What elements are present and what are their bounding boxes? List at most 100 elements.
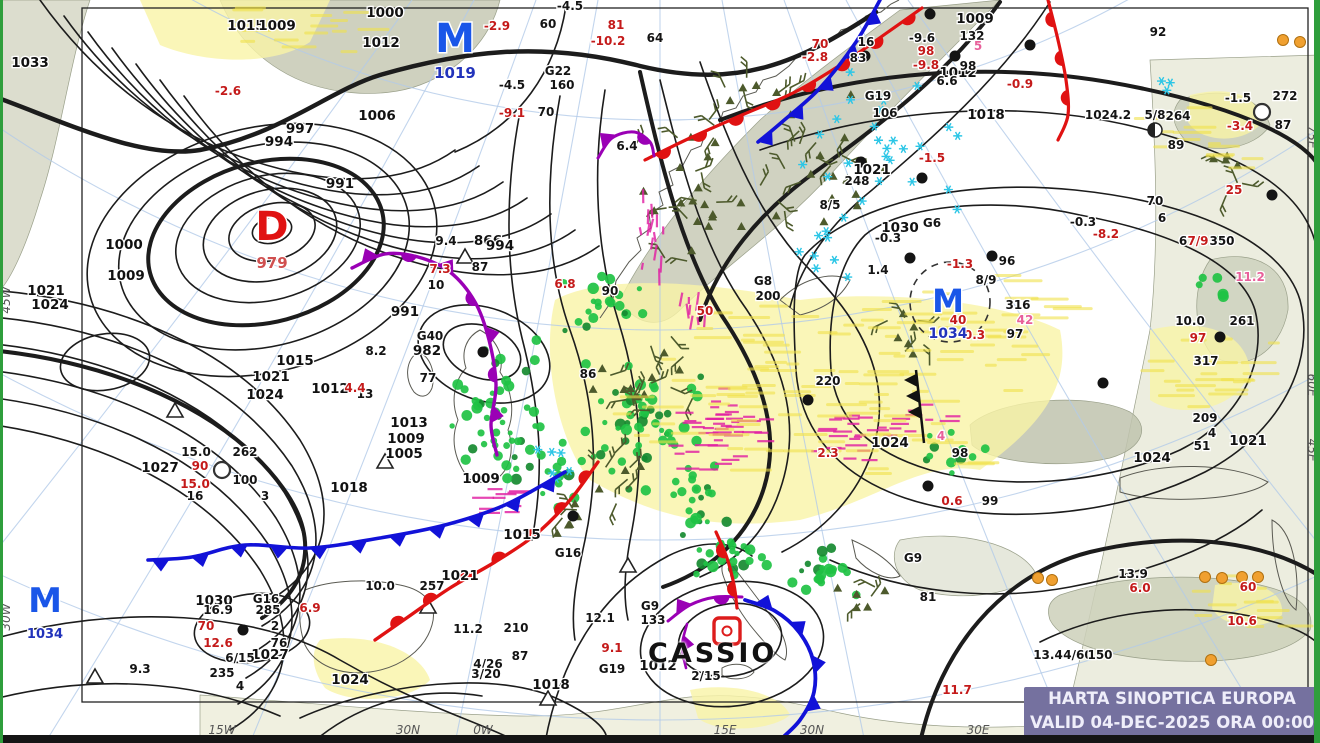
graticule-parallel [0, 127, 1320, 331]
dashed-ring [909, 261, 991, 343]
station-cluster-gr [449, 335, 546, 485]
map-label: G22 [545, 64, 572, 78]
map-label: G9 [641, 599, 659, 613]
graticule-parallel [0, 372, 1320, 541]
label-layer: 1033101510091000101210069979949919911000… [10, 0, 1299, 707]
map-label: G9 [904, 551, 922, 565]
pressure-center-high: M 1034 [927, 281, 969, 344]
map-label: 1012 [939, 65, 977, 81]
map-label: 16 [858, 35, 875, 49]
map-label: 1030 [881, 220, 919, 236]
station-dot [1024, 39, 1036, 51]
station-cluster-ol [587, 433, 646, 526]
map-label: 220 [815, 374, 840, 388]
map-label: 1027 [251, 647, 289, 663]
coordinate-label: 60E [1305, 374, 1319, 397]
station-dot [924, 8, 936, 20]
coordinate-label: 30N [396, 723, 420, 737]
map-label: 10.0 [1175, 314, 1205, 328]
map-label: 10 [428, 278, 445, 292]
svg-text:1034: 1034 [929, 326, 968, 342]
map-label: 1012 [362, 35, 400, 51]
station-cluster-gr [1195, 272, 1229, 303]
map-label: 1018 [967, 107, 1005, 123]
graticule-meridian [783, 0, 1071, 743]
map-label: 13.4 [1033, 648, 1063, 662]
map-label: 90 [192, 459, 209, 473]
orange-dot-symbol [1199, 571, 1211, 583]
coordinate-label: 30E [967, 723, 990, 737]
map-label: -9.8 [913, 58, 939, 72]
map-label: -2.9 [484, 19, 510, 33]
map-label: -9.1 [499, 106, 525, 120]
station-cluster-gr [693, 516, 772, 580]
map-label: -1.3 [947, 257, 973, 271]
map-label: 6.6 [936, 74, 957, 88]
coordinate-label: 0W [473, 723, 494, 737]
map-label: 1018 [532, 677, 570, 693]
isobar-ring [417, 304, 551, 404]
station-dot [477, 346, 489, 358]
map-label: 262 [232, 445, 257, 459]
front-warm [1045, 0, 1071, 142]
map-label: 11.7 [942, 683, 972, 697]
map-label: 70 [198, 619, 215, 633]
map-label: 209 [1192, 411, 1217, 425]
map-label: 106 [872, 106, 897, 120]
station-cluster-yd [1133, 106, 1264, 170]
map-label: 1012 [639, 658, 677, 674]
isobar [0, 616, 521, 743]
map-label: 160 [549, 78, 574, 92]
coordinate-label: 45W [0, 285, 13, 313]
orange-dot-symbol [1216, 572, 1228, 584]
station-cluster-ol [833, 575, 890, 622]
orange-dot-symbol [1277, 34, 1289, 46]
map-label: G40 [417, 329, 444, 343]
station-dot [1097, 377, 1109, 389]
coordinate-label: 45E [1305, 439, 1319, 462]
svg-text:1019: 1019 [434, 64, 476, 82]
isobar [918, 538, 1320, 743]
coastline [299, 580, 434, 674]
isobar-ring [86, 122, 438, 378]
map-label: 982 [413, 343, 441, 359]
map-label: 1000 [105, 237, 143, 253]
isobar [829, 204, 1259, 483]
map-label: 77 [420, 371, 437, 385]
station-cluster-cy [798, 67, 963, 222]
orange-dot-symbol [1205, 654, 1217, 666]
map-label: 9.1 [601, 641, 622, 655]
map-label: 200 [755, 289, 780, 303]
map-label: 11.2 [1235, 270, 1265, 284]
map-label: 7.3 [429, 262, 450, 276]
graticule-meridian [44, 0, 475, 743]
map-label: 272 [1272, 89, 1297, 103]
map-label: 16 [187, 489, 204, 503]
station-cluster-mh [811, 414, 909, 462]
front-cold [756, 0, 882, 146]
svg-text:M: M [435, 16, 475, 62]
isobar-ring [639, 580, 825, 708]
map-label: 1005 [385, 446, 423, 462]
map-label: -0.3 [959, 328, 985, 342]
map-label: 1009 [387, 431, 425, 447]
isobar-ring [251, 215, 293, 245]
map-label: 285 [255, 603, 280, 617]
isobar [111, 47, 528, 228]
isobar-ring [228, 201, 316, 263]
map-label: 42 [1017, 313, 1034, 327]
svg-text:M: M [28, 581, 62, 621]
map-label: G19 [865, 89, 892, 103]
map-label: G16 [555, 546, 582, 560]
graticule-meridian [845, 0, 1276, 743]
map-label: 97 [1007, 327, 1024, 341]
map-label: 997 [286, 121, 314, 137]
map-label: 92 [1150, 25, 1167, 39]
map-label: G6 [923, 216, 941, 230]
isobar [699, 61, 881, 553]
map-label: 60 [1240, 580, 1257, 594]
map-label: 150 [1087, 648, 1112, 662]
